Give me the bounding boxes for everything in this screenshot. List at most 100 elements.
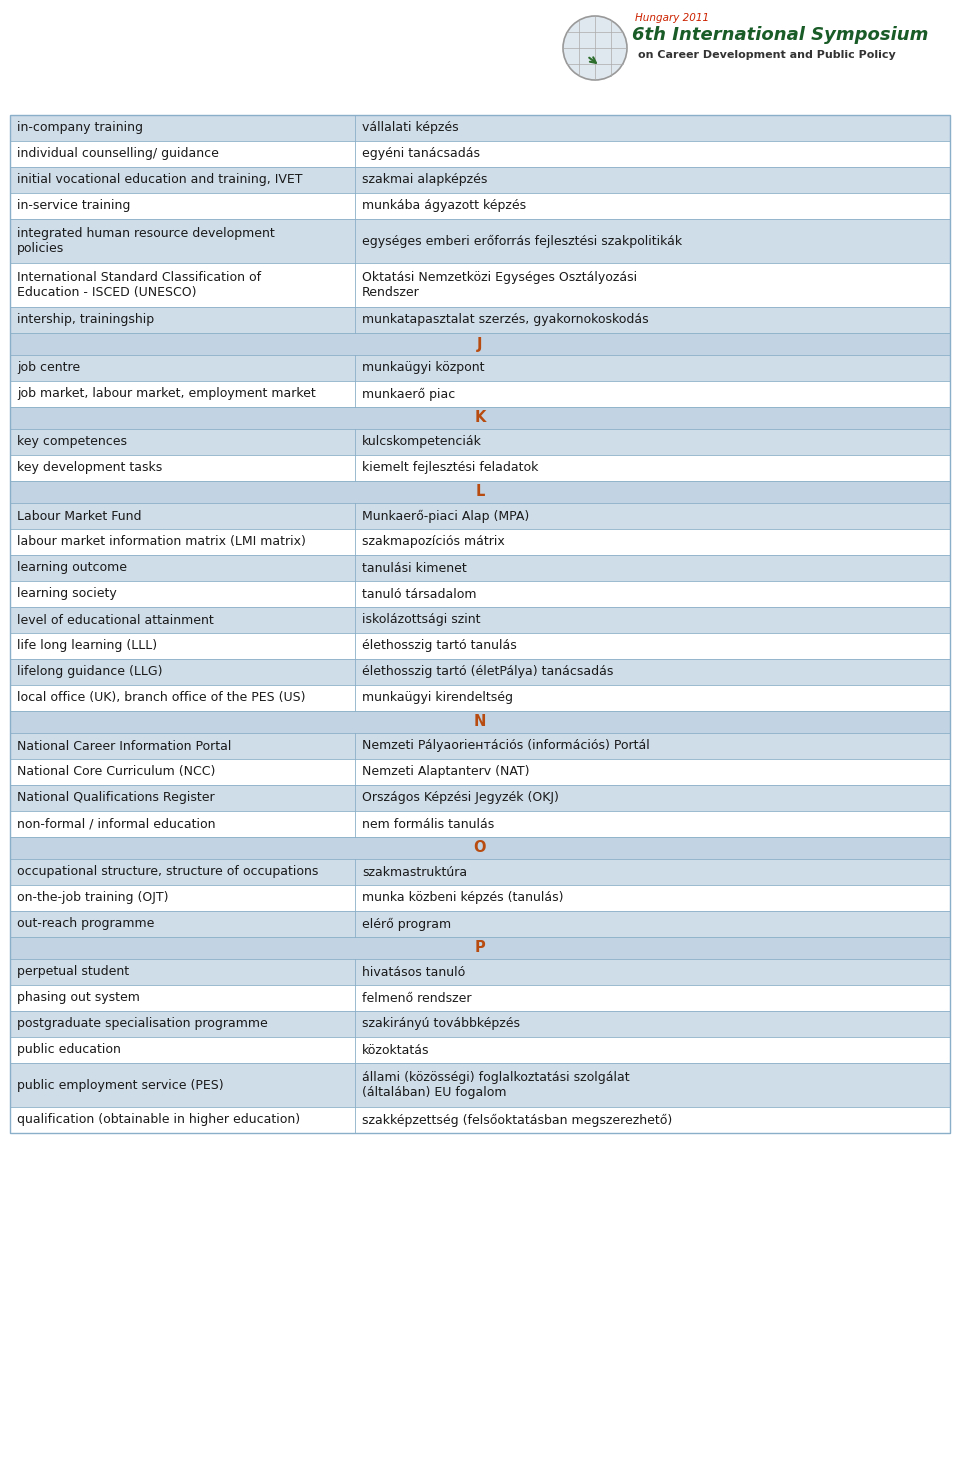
Bar (10, 886, 950, 910)
Bar (10, 684, 950, 711)
Text: szakképzettség (felsőoktatásban megszerezhető): szakképzettség (felsőoktatásban megszere… (362, 1113, 672, 1126)
Text: elérő program: elérő program (362, 918, 451, 931)
Bar (10, 115, 950, 142)
Text: kulcskompetenciák: kulcskompetenciák (362, 435, 482, 448)
Bar (10, 381, 950, 407)
Text: O: O (473, 840, 487, 855)
Text: tanulási kimenet: tanulási kimenet (362, 562, 467, 575)
Bar (10, 333, 950, 355)
Text: Nemzeti Pályaoriентációs (információs) Portál: Nemzeti Pályaoriентációs (információs) P… (362, 740, 650, 753)
Bar (10, 481, 950, 503)
Text: munka közbeni képzés (tanulás): munka közbeni képzés (tanulás) (362, 891, 564, 905)
Bar (10, 711, 950, 732)
Bar (10, 811, 950, 837)
Bar (10, 142, 950, 166)
Text: munkaerő piac: munkaerő piac (362, 388, 455, 401)
Text: P: P (474, 941, 486, 956)
Text: level of educational attainment: level of educational attainment (17, 613, 214, 626)
Text: out-reach programme: out-reach programme (17, 918, 155, 931)
Text: hivatásos tanuló: hivatásos tanuló (362, 966, 466, 979)
Bar (10, 1037, 950, 1064)
Text: occupational structure, structure of occupations: occupational structure, structure of occ… (17, 865, 319, 878)
Text: life long learning (LLL): life long learning (LLL) (17, 639, 157, 652)
Text: in-company training: in-company training (17, 121, 143, 134)
Text: vállalati képzés: vállalati képzés (362, 121, 459, 134)
Text: National Career Information Portal: National Career Information Portal (17, 740, 231, 753)
Bar (10, 429, 950, 455)
Text: labour market information matrix (LMI matrix): labour market information matrix (LMI ma… (17, 535, 306, 549)
Text: individual counselling/ guidance: individual counselling/ guidance (17, 147, 219, 160)
Text: iskolázottsági szint: iskolázottsági szint (362, 613, 481, 626)
Bar (10, 581, 950, 607)
Text: munkatapasztalat szerzés, gyakornokoskodás: munkatapasztalat szerzés, gyakornokoskod… (362, 314, 649, 327)
Text: közoktatás: közoktatás (362, 1043, 429, 1056)
Text: állami (közösségi) foglalkoztatási szolgálat
(általában) EU fogalom: állami (közösségi) foglalkoztatási szolg… (362, 1071, 630, 1099)
Bar (10, 937, 950, 959)
Bar (10, 355, 950, 381)
Text: Hungary 2011: Hungary 2011 (635, 13, 709, 23)
Bar (10, 732, 950, 759)
Bar (10, 985, 950, 1011)
Text: egységes emberi erőforrás fejlesztési szakpolitikák: egységes emberi erőforrás fejlesztési sz… (362, 235, 683, 248)
Bar (10, 193, 950, 219)
Text: L: L (475, 484, 485, 499)
Text: élethosszig tartó (életPálya) tanácsadás: élethosszig tartó (életPálya) tanácsadás (362, 665, 613, 678)
Text: learning outcome: learning outcome (17, 562, 127, 575)
Text: job centre: job centre (17, 362, 80, 375)
Text: public education: public education (17, 1043, 121, 1056)
Text: szakirányú továbbképzés: szakirányú továbbképzés (362, 1017, 520, 1030)
Text: postgraduate specialisation programme: postgraduate specialisation programme (17, 1017, 268, 1030)
Text: key development tasks: key development tasks (17, 461, 162, 474)
Text: lifelong guidance (LLG): lifelong guidance (LLG) (17, 665, 162, 678)
Circle shape (563, 16, 627, 80)
Bar (10, 503, 950, 530)
Text: egyéni tanácsadás: egyéni tanácsadás (362, 147, 480, 160)
Text: initial vocational education and training, IVET: initial vocational education and trainin… (17, 174, 302, 187)
Text: learning society: learning society (17, 588, 117, 601)
Text: on-the-job training (OJT): on-the-job training (OJT) (17, 891, 169, 905)
Bar (10, 530, 950, 554)
Text: local office (UK), branch office of the PES (US): local office (UK), branch office of the … (17, 692, 305, 705)
Bar (10, 115, 950, 1134)
Bar (10, 607, 950, 633)
Bar (10, 219, 950, 263)
Text: Nemzeti Alaptanterv (NAT): Nemzeti Alaptanterv (NAT) (362, 766, 530, 779)
Text: Oktatási Nemzetközi Egységes Osztályozási
Rendszer: Oktatási Nemzetközi Egységes Osztályozás… (362, 271, 637, 299)
Text: non-formal / informal education: non-formal / informal education (17, 817, 215, 830)
Text: in-service training: in-service training (17, 200, 131, 213)
Text: kiemelt fejlesztési feladatok: kiemelt fejlesztési feladatok (362, 461, 539, 474)
Text: nem formális tanulás: nem formális tanulás (362, 817, 494, 830)
Text: integrated human resource development
policies: integrated human resource development po… (17, 228, 275, 255)
Text: munkába ágyazott képzés: munkába ágyazott képzés (362, 200, 526, 213)
Bar (10, 910, 950, 937)
Text: szakmastruktúra: szakmastruktúra (362, 865, 468, 878)
Text: tanuló társadalom: tanuló társadalom (362, 588, 476, 601)
Bar (10, 859, 950, 886)
Bar (10, 785, 950, 811)
Text: Munkaerő-piaci Alap (MPA): Munkaerő-piaci Alap (MPA) (362, 509, 529, 522)
Text: 6th International Symposium: 6th International Symposium (632, 26, 928, 44)
Bar (10, 959, 950, 985)
Bar (10, 407, 950, 429)
Text: National Core Curriculum (NCC): National Core Curriculum (NCC) (17, 766, 215, 779)
Text: felmenő rendszer: felmenő rendszer (362, 992, 471, 1004)
Bar (10, 633, 950, 659)
Bar (10, 1064, 950, 1107)
Bar (10, 455, 950, 481)
Bar (10, 554, 950, 581)
Text: intership, trainingship: intership, trainingship (17, 314, 155, 327)
Bar (10, 759, 950, 785)
Text: J: J (477, 337, 483, 352)
Text: élethosszig tartó tanulás: élethosszig tartó tanulás (362, 639, 516, 652)
Bar (10, 166, 950, 193)
Text: munkaügyi kirendeltség: munkaügyi kirendeltség (362, 692, 513, 705)
Text: International Standard Classification of
Education - ISCED (UNESCO): International Standard Classification of… (17, 271, 261, 299)
Bar (10, 306, 950, 333)
Text: job market, labour market, employment market: job market, labour market, employment ma… (17, 388, 316, 401)
Text: qualification (obtainable in higher education): qualification (obtainable in higher educ… (17, 1113, 300, 1126)
Text: munkaügyi központ: munkaügyi központ (362, 362, 485, 375)
Text: Labour Market Fund: Labour Market Fund (17, 509, 141, 522)
Text: szakmapozíciós mátrix: szakmapozíciós mátrix (362, 535, 505, 549)
Bar (10, 837, 950, 859)
Text: szakmai alapképzés: szakmai alapképzés (362, 174, 488, 187)
